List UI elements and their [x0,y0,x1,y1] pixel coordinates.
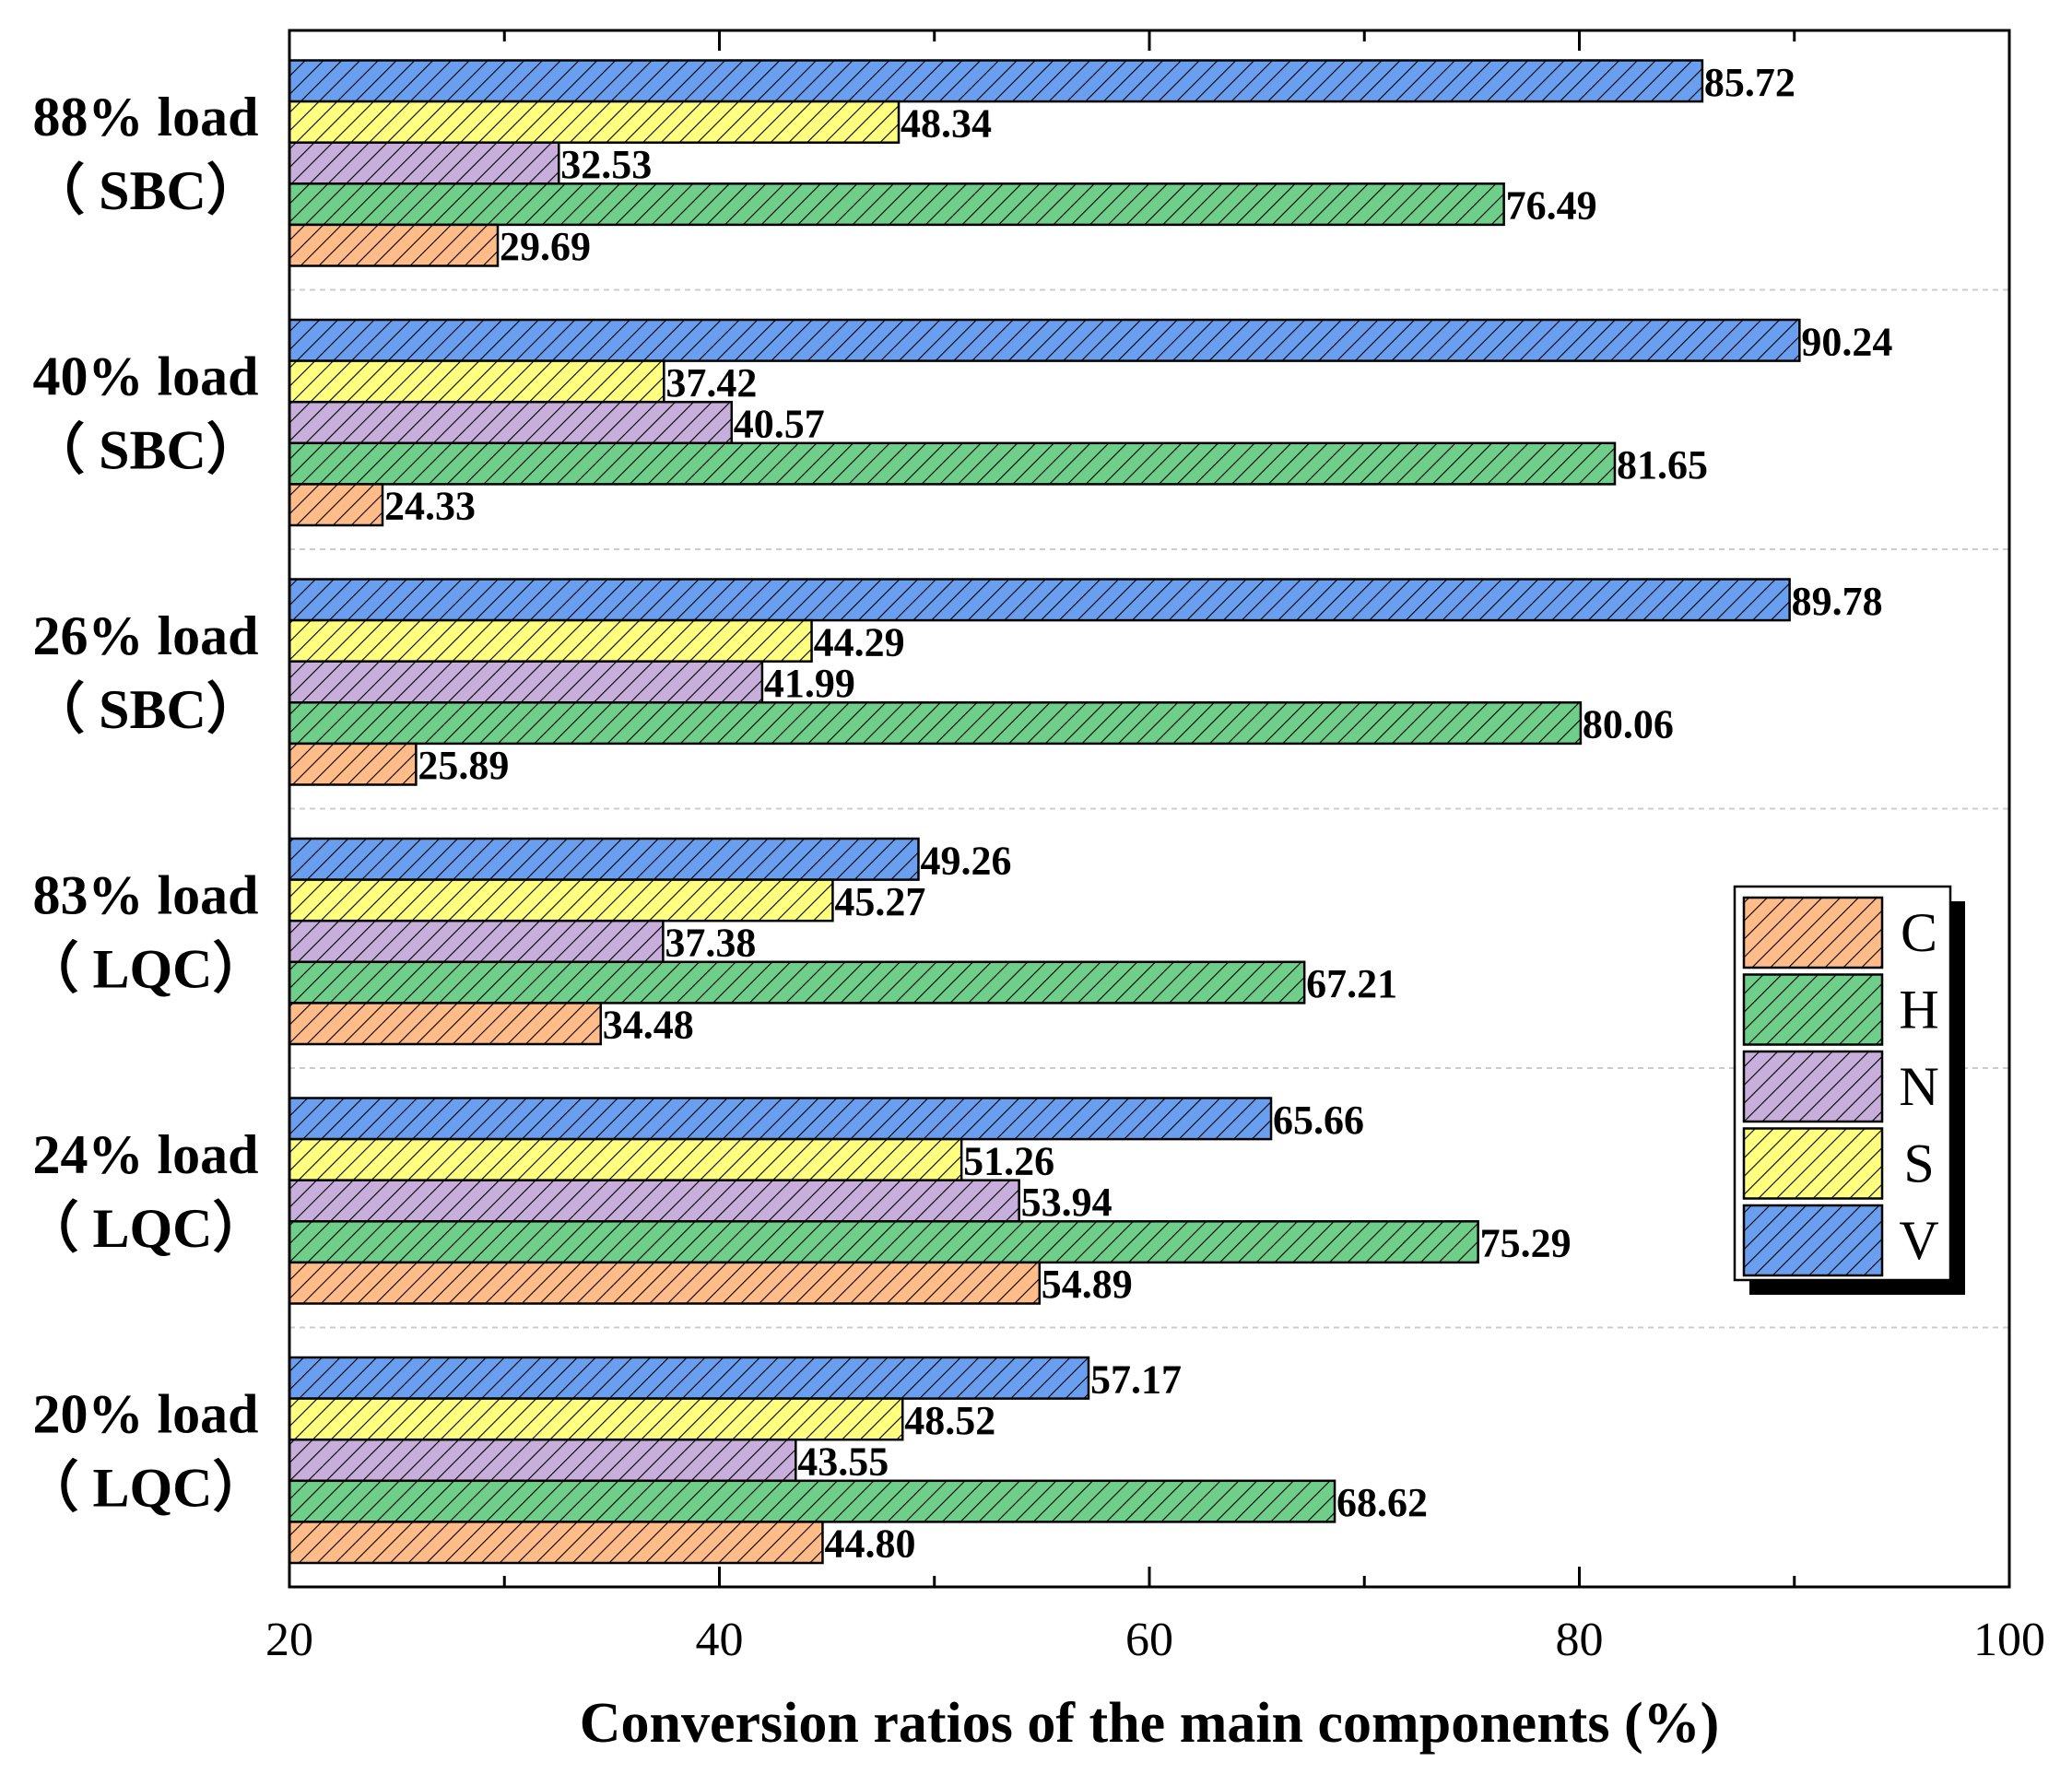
value-label-n-2: 40.57 [734,402,825,447]
category-label-6-line2: （ LQC） [23,1456,267,1518]
category-label-5-line1: 24% load [32,1124,258,1185]
value-label-s-2: 37.42 [665,360,757,405]
bar-h-2 [288,441,1617,486]
bar-v-3 [288,578,1791,622]
value-label-v-1: 85.72 [1704,60,1795,105]
legend-swatch-v [1742,1204,1884,1277]
value-label-v-3: 89.78 [1792,579,1883,624]
legend-swatch-s [1742,1127,1884,1200]
value-label-c-5: 54.89 [1042,1262,1133,1307]
x-axis-title: Conversion ratios of the main components… [580,1692,1720,1755]
bar-s-5 [288,1137,963,1181]
value-label-v-6: 57.17 [1090,1357,1182,1402]
x-tick-label: 40 [696,1614,744,1666]
value-label-v-5: 65.66 [1273,1098,1364,1143]
bar-s-2 [288,359,665,404]
category-label-3-line1: 26% load [32,605,258,666]
bar-c-2 [288,483,384,527]
bar-c-3 [288,742,418,786]
bar-c-5 [288,1261,1042,1305]
bar-h-3 [288,701,1583,746]
category-label-1-line2: （ SBC） [29,159,262,221]
value-label-h-5: 75.29 [1480,1221,1572,1266]
bar-v-5 [288,1097,1273,1141]
group-separators [289,288,2009,1329]
bar-s-1 [288,100,901,144]
bar-v-1 [288,59,1704,103]
value-label-v-4: 49.26 [920,838,1011,883]
bar-s-3 [288,618,813,663]
bar-c-4 [288,1002,602,1046]
bar-n-2 [288,400,734,445]
value-label-h-3: 80.06 [1583,702,1674,747]
bar-n-5 [288,1179,1020,1223]
value-label-n-5: 53.94 [1021,1180,1113,1225]
bar-c-6 [288,1521,824,1565]
legend-label-n: N [1899,1056,1938,1117]
x-tick-label: 100 [1973,1614,2045,1666]
category-labels-layer: 88% load （ SBC） 40% load （ SBC） 26% load （ SB… [23,87,267,1519]
x-tick-label: 80 [1556,1614,1604,1666]
value-label-h-2: 81.65 [1617,442,1708,488]
value-label-s-3: 44.29 [814,619,905,664]
bar-h-4 [288,960,1306,1004]
bar-h-5 [288,1220,1479,1264]
value-label-s-1: 48.34 [901,100,992,146]
bar-v-4 [288,837,920,881]
category-label-1-line1: 88% load [32,87,258,147]
value-label-c-6: 44.80 [824,1521,915,1567]
bar-s-4 [288,878,834,922]
category-label-5-line2: （ LQC） [23,1197,267,1259]
value-label-c-2: 24.33 [384,484,476,529]
category-label-4-line2: （ LQC） [23,937,267,999]
bar-c-1 [288,223,500,267]
bar-h-1 [288,182,1505,227]
value-label-n-1: 32.53 [560,142,652,187]
x-tick-label: 60 [1125,1614,1173,1666]
value-label-c-3: 25.89 [418,743,509,788]
value-label-n-4: 37.38 [665,921,756,966]
x-tick-label: 20 [265,1614,313,1666]
value-labels-layer: 85.72 48.34 32.53 76.49 29.69 90.24 37.4240.57… [384,60,1892,1567]
category-label-2-line1: 40% load [32,346,258,406]
bar-n-3 [288,660,764,704]
bar-n-1 [288,141,560,185]
legend-swatch-n [1742,1050,1884,1123]
value-label-h-4: 67.21 [1306,961,1397,1006]
legend-label-v: V [1899,1210,1938,1271]
category-label-3-line2: （ SBC） [29,678,262,740]
legend-label-h: H [1899,980,1938,1040]
value-label-s-5: 51.26 [963,1138,1054,1183]
legend-label-c: C [1901,902,1937,963]
category-label-6-line1: 20% load [32,1383,258,1444]
value-label-h-6: 68.62 [1336,1480,1428,1525]
bar-n-4 [288,919,665,964]
value-label-h-1: 76.49 [1506,183,1597,229]
value-label-c-1: 29.69 [500,224,591,269]
value-label-v-2: 90.24 [1801,319,1892,364]
category-label-4-line1: 83% load [32,864,258,925]
value-label-n-6: 43.55 [797,1439,889,1485]
bar-h-6 [288,1479,1336,1523]
legend-swatch-h [1742,973,1884,1046]
category-label-2-line2: （ SBC） [29,418,262,480]
legend-swatch-c [1742,896,1884,969]
value-label-s-4: 45.27 [834,879,925,924]
bar-v-2 [288,318,1801,362]
legend-label-s: S [1903,1134,1934,1194]
bar-n-6 [288,1438,797,1483]
value-label-n-3: 41.99 [764,661,855,706]
value-label-c-4: 34.48 [603,1003,694,1048]
bar-s-6 [288,1397,904,1441]
bar-v-6 [288,1356,1090,1400]
x-axis-ticks: 20 40 60 80 100 [265,30,2045,1666]
bars-layer [288,59,1801,1565]
value-label-s-6: 48.52 [904,1398,995,1443]
